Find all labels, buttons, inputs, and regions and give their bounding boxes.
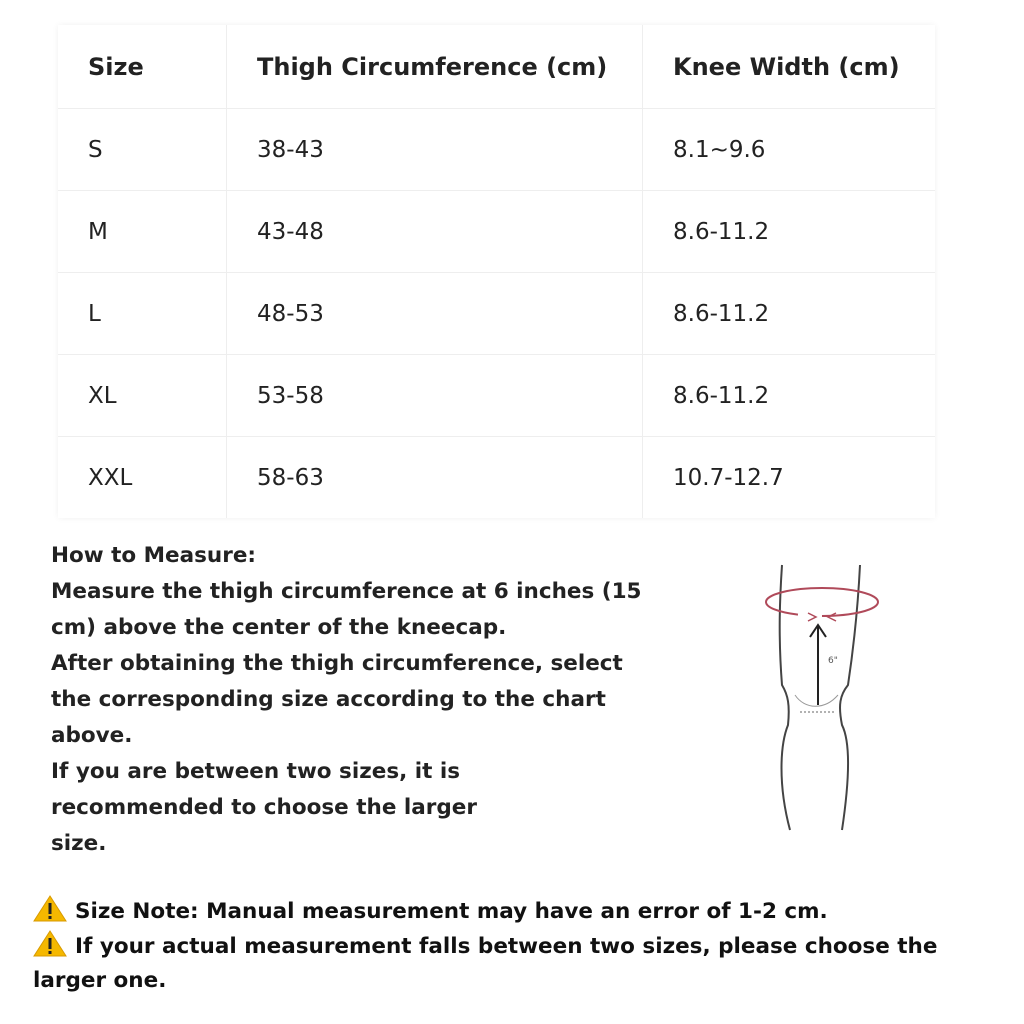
table-cell: XL bbox=[58, 354, 227, 437]
table-cell: 8.1~9.6 bbox=[642, 108, 935, 191]
table-row: XXL 58-63 10.7-12.7 bbox=[58, 436, 935, 518]
table-cell: L bbox=[58, 272, 227, 355]
table-cell: 43-48 bbox=[226, 190, 643, 273]
table-cell: XXL bbox=[88, 464, 133, 491]
leg-diagram: 6" bbox=[765, 564, 879, 831]
table-cell: 53-58 bbox=[226, 354, 643, 437]
table-cell: 8.6-11.2 bbox=[642, 272, 935, 355]
table-cell: M bbox=[58, 190, 227, 273]
diagram-label: 6" bbox=[828, 656, 838, 666]
note-text: Size Note: Manual measurement may have a… bbox=[75, 899, 828, 924]
header-cell: Knee Width (cm) bbox=[642, 25, 935, 109]
header-row: Size Thigh Circumference (cm) Knee Width… bbox=[58, 25, 935, 109]
table-cell: 38-43 bbox=[226, 108, 643, 191]
paragraph: If you are between two sizes, it is reco… bbox=[51, 759, 477, 856]
note: If your actual measurement falls between… bbox=[33, 929, 973, 998]
table-row: L 48-53 8.6-11.2 bbox=[58, 272, 935, 355]
table-row: XL 53-58 8.6-11.2 bbox=[58, 354, 935, 437]
table-row: M 43-48 8.6-11.2 bbox=[58, 190, 935, 273]
table-body: S 38-43 8.1~9.6 M 43-48 8.6-11.2 L 48-53 8.6-11.… bbox=[58, 108, 935, 518]
header-cell: Thigh Circumference (cm) bbox=[226, 25, 643, 109]
instructions-title: How to Measure: bbox=[51, 543, 257, 568]
paragraph: After obtaining the thigh circumference,… bbox=[51, 651, 623, 748]
table-cell: 8.6-11.2 bbox=[642, 354, 935, 437]
notes: Size Note: Manual measurement may have a… bbox=[33, 894, 973, 998]
table-cell: 8.6-11.2 bbox=[642, 190, 935, 273]
table-cell: 48-53 bbox=[226, 272, 643, 355]
table-cell: 10.7-12.7 bbox=[642, 436, 935, 518]
warning-icon bbox=[33, 930, 67, 957]
table-cell: S bbox=[58, 108, 227, 191]
table-cell: 58-63 bbox=[226, 436, 643, 518]
size-table: Size Thigh Circumference (cm) Knee Width… bbox=[58, 25, 935, 518]
header-cell: Size bbox=[58, 25, 227, 109]
warning-icon bbox=[33, 895, 67, 922]
table-row: S 38-43 8.1~9.6 bbox=[58, 108, 935, 191]
instructions: How to Measure: Measure the thigh circum… bbox=[51, 538, 651, 862]
note-text: If your actual measurement falls between… bbox=[33, 934, 938, 993]
note: Size Note: Manual measurement may have a… bbox=[33, 894, 973, 929]
paragraph: Measure the thigh circumference at 6 inc… bbox=[51, 579, 642, 640]
